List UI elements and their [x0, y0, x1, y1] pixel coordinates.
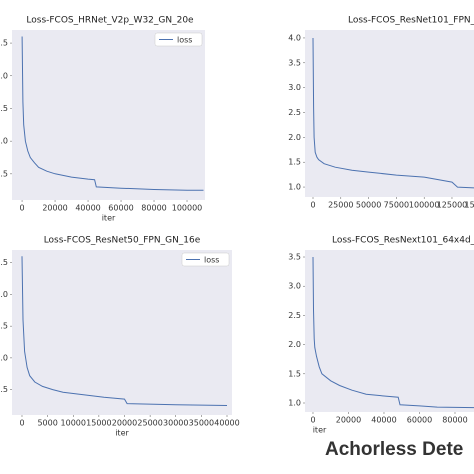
x-axis-label: iter	[313, 426, 327, 435]
y-tick-label: 2.0	[288, 133, 301, 142]
x-tick-label: 0	[310, 416, 315, 425]
y-tick-label: 3.0	[0, 71, 8, 80]
x-tick-label: 0	[310, 201, 315, 210]
x-axis-label: iter	[115, 429, 129, 438]
x-tick-label: 0	[20, 204, 25, 213]
x-tick-label: 50000	[356, 201, 381, 210]
x-tick-label: 5000	[37, 419, 57, 428]
y-tick-label: 2.0	[288, 340, 301, 349]
x-tick-label: 60000	[108, 204, 133, 213]
y-tick-label: 3.5	[0, 258, 8, 267]
y-tick-label: 3.0	[288, 282, 301, 291]
y-tick-label: 1.5	[288, 158, 301, 167]
loss-line	[312, 256, 474, 409]
x-tick-label: 15000	[86, 419, 111, 428]
x-tick-label: 100000	[172, 204, 203, 213]
y-tick-label: 2.5	[0, 322, 8, 331]
x-tick-label: 10000	[61, 419, 86, 428]
y-tick-label: 3.0	[0, 290, 8, 299]
y-tick-label: 2.5	[288, 108, 301, 117]
loss-line	[21, 36, 204, 191]
legend-label: loss	[177, 36, 192, 45]
y-tick-label: 2.5	[0, 104, 8, 113]
y-tick-label: 1.0	[288, 399, 301, 408]
y-tick-label: 1.5	[0, 169, 8, 178]
chart-title: Loss-FCOS_ResNet101_FPN_GN_2	[348, 16, 474, 26]
x-tick-label: 20000	[112, 419, 137, 428]
loss-line	[312, 37, 474, 189]
x-tick-label: 125000	[437, 201, 468, 210]
x-tick-label: 25000	[137, 419, 162, 428]
chart-title: Loss-FCOS_ResNext101_64x4d_FPN_G	[332, 236, 474, 246]
y-tick-label: 3.5	[288, 58, 301, 67]
y-tick-label: 1.5	[288, 369, 301, 378]
loss-line	[21, 256, 228, 406]
y-tick-label: 3.5	[288, 253, 301, 262]
x-tick-label: 20000	[42, 204, 67, 213]
x-tick-label: 30000	[163, 419, 188, 428]
plot-area	[12, 30, 205, 200]
y-tick-label: 3.0	[288, 83, 301, 92]
x-tick-label: 75000	[384, 201, 409, 210]
chart-title: Loss-FCOS_HRNet_V2p_W32_GN_20e	[26, 16, 194, 26]
plot-area	[305, 250, 474, 412]
legend-label: loss	[204, 256, 219, 265]
y-tick-label: 1.0	[288, 183, 301, 192]
plot-area	[305, 30, 474, 197]
x-tick-label: 0	[19, 419, 24, 428]
y-tick-label: 1.5	[0, 385, 8, 394]
y-tick-label: 2.0	[0, 353, 8, 362]
footer-text: Achorless Dete	[325, 439, 463, 460]
x-tick-label: 60000	[407, 416, 432, 425]
y-tick-label: 4.0	[288, 33, 301, 42]
x-tick-label: 80000	[442, 416, 467, 425]
legend-box	[154, 32, 203, 47]
chart-title: Loss-FCOS_ResNet50_FPN_GN_16e	[44, 236, 201, 246]
x-tick-label: 150000	[465, 201, 474, 210]
x-tick-label: 40000	[214, 419, 239, 428]
y-tick-label: 2.5	[288, 311, 301, 320]
x-tick-label: 40000	[371, 416, 396, 425]
plot-area	[12, 250, 232, 415]
x-axis-label: iter	[102, 214, 116, 223]
x-tick-label: 100000	[409, 201, 440, 210]
legend-box	[181, 252, 230, 267]
x-tick-label: 40000	[75, 204, 100, 213]
y-tick-label: 2.0	[0, 137, 8, 146]
x-tick-label: 25000	[328, 201, 353, 210]
x-tick-label: 80000	[141, 204, 166, 213]
x-tick-label: 35000	[189, 419, 214, 428]
y-tick-label: 3.5	[0, 39, 8, 48]
x-tick-label: 20000	[336, 416, 361, 425]
